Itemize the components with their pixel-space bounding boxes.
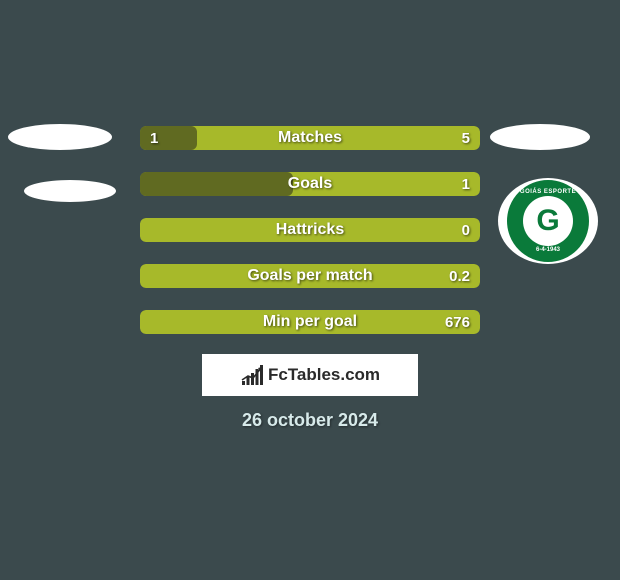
bar-chart-icon [240, 365, 264, 385]
right-club-badge: GOIÁS ESPORTE G 6-4-1943 [498, 178, 598, 264]
stat-bar-row: Hattricks0 [140, 218, 480, 242]
brand-attribution[interactable]: FcTables.com [202, 354, 418, 396]
left-club-silhouette [24, 180, 116, 202]
club-letter: G [536, 206, 559, 236]
bar-label: Goals [140, 172, 480, 196]
stat-bar-row: Goals per match0.2 [140, 264, 480, 288]
bar-label: Hattricks [140, 218, 480, 242]
brand-text: FcTables.com [268, 365, 380, 385]
stat-bar-row: Goals1 [140, 172, 480, 196]
bar-right-value: 0 [462, 218, 470, 242]
club-founded: 6-4-1943 [536, 247, 560, 253]
club-badge-inner: G [523, 196, 573, 246]
bar-right-value: 676 [445, 310, 470, 334]
right-player-silhouette [490, 124, 590, 150]
bar-label: Goals per match [140, 264, 480, 288]
stat-bars: 1Matches5Goals1Hattricks0Goals per match… [140, 126, 480, 356]
bar-label: Min per goal [140, 310, 480, 334]
left-player-silhouette [8, 124, 112, 150]
snapshot-date: 26 october 2024 [0, 410, 620, 431]
bar-label: Matches [140, 126, 480, 150]
club-name-top: GOIÁS ESPORTE [520, 189, 576, 195]
bar-right-value: 5 [462, 126, 470, 150]
stat-bar-row: 1Matches5 [140, 126, 480, 150]
bar-right-value: 1 [462, 172, 470, 196]
stat-bar-row: Min per goal676 [140, 310, 480, 334]
club-badge-ring: GOIÁS ESPORTE G 6-4-1943 [507, 180, 589, 262]
bar-right-value: 0.2 [449, 264, 470, 288]
